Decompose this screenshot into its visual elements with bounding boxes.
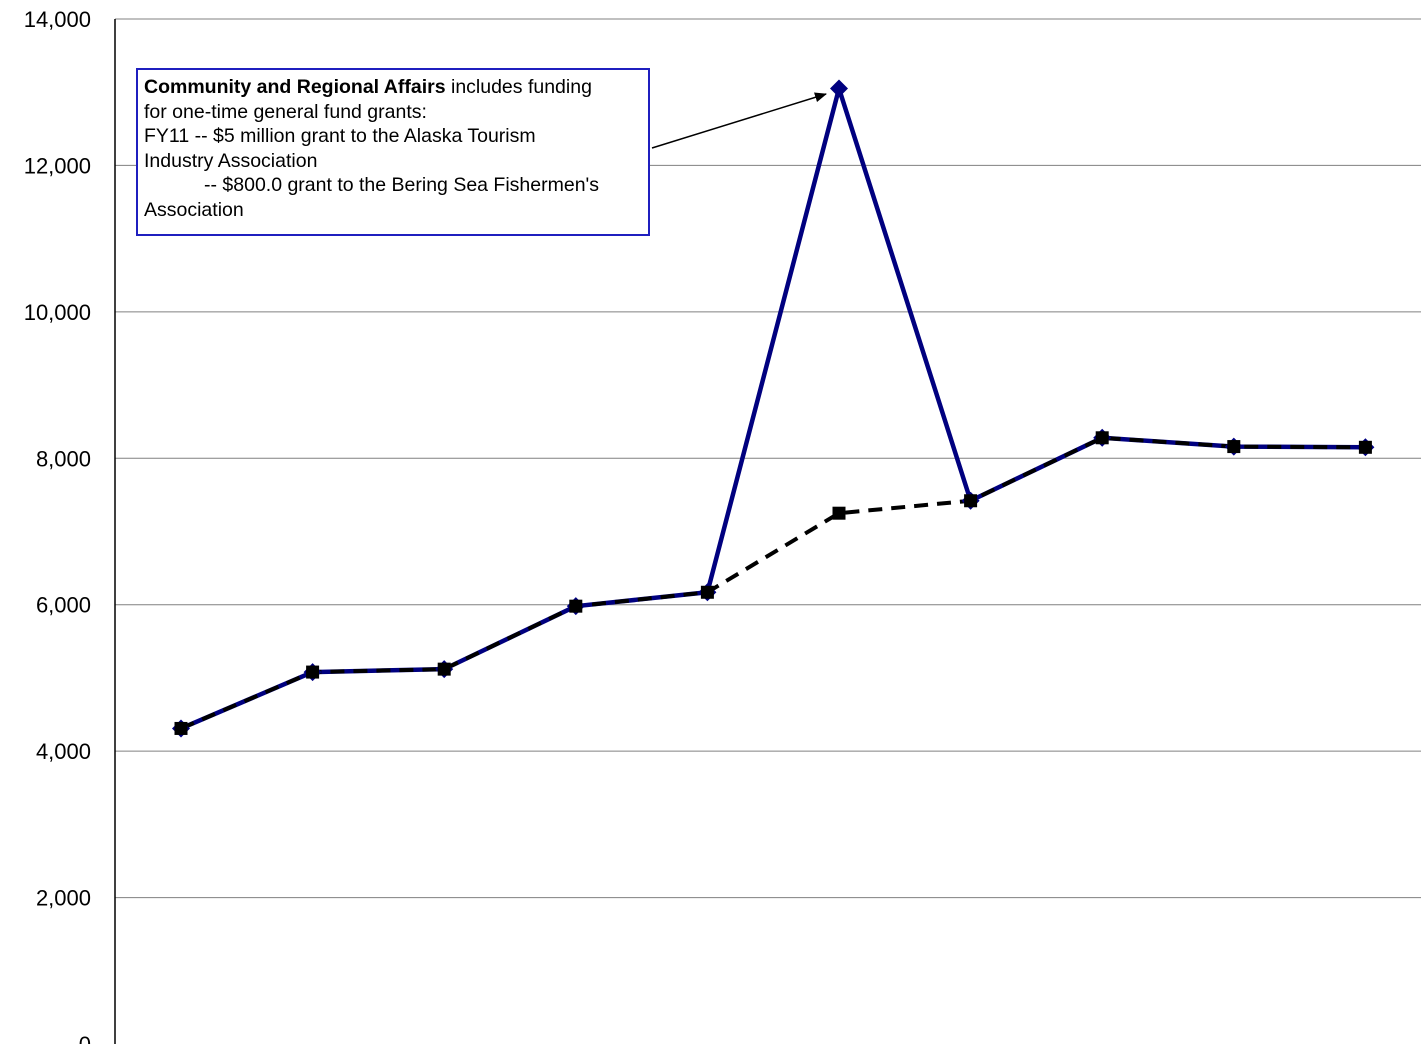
series-2-point <box>700 585 714 599</box>
series-2-point <box>964 494 978 508</box>
series-2-point <box>832 506 846 520</box>
annotation-text-3: FY11 -- $5 million grant to the Alaska T… <box>144 125 536 147</box>
annotation-callout: Community and Regional Affairs includes … <box>136 68 650 236</box>
series-2-point <box>437 662 451 676</box>
y-tick-label: 8,000 <box>36 446 91 471</box>
y-tick-label: 10,000 <box>24 300 91 325</box>
series-2-point <box>306 665 320 679</box>
series-1-point <box>830 79 848 98</box>
y-tick-label: 6,000 <box>36 593 91 618</box>
annotation-text-2: for one-time general fund grants: <box>144 100 427 123</box>
series-2-point <box>174 721 188 735</box>
y-tick-label: 0 <box>79 1032 91 1044</box>
series-layer <box>172 79 1375 738</box>
y-tick-labels: 14,000 12,000 10,000 8,000 6,000 4,000 2,000 0 <box>24 7 91 1044</box>
series-2-point <box>1227 440 1241 454</box>
series-2-point <box>569 599 583 613</box>
y-tick-label: 12,000 <box>24 153 91 178</box>
series-line-2 <box>180 435 1366 731</box>
annotation-arrow <box>651 92 827 149</box>
series-2-point <box>1095 431 1109 445</box>
annotation-text-4: Industry Association <box>144 149 318 172</box>
y-tick-label: 2,000 <box>36 886 91 911</box>
y-tick-label: 4,000 <box>36 739 91 764</box>
y-tick-label: 14,000 <box>24 7 91 32</box>
annotation-text-1: includes funding <box>445 76 592 98</box>
series-2-point <box>1358 440 1372 454</box>
annotation-text-5: -- $800.0 grant to the Bering Sea Fisher… <box>204 174 600 196</box>
annotation-bold-text: Community and Regional Affairs <box>144 76 446 98</box>
annotation-text-6: Association <box>144 198 244 221</box>
